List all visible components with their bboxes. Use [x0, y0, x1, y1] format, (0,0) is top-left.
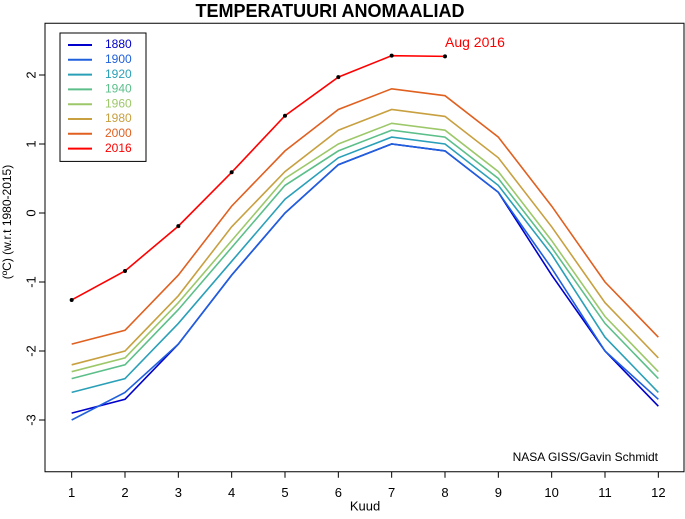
x-tick-label: 8 [441, 485, 448, 500]
point [176, 224, 181, 229]
y-tick-label: 0 [23, 209, 38, 216]
annotation: Aug 2016 [445, 34, 505, 50]
point [229, 170, 234, 175]
chart-title: TEMPERATUURI ANOMAALIAD [196, 1, 465, 21]
point [389, 53, 394, 58]
legend-label: 2016 [105, 141, 132, 155]
x-tick-label: 5 [281, 485, 288, 500]
x-tick-label: 4 [228, 485, 235, 500]
legend-label: 1920 [105, 67, 132, 81]
legend-label: 1980 [105, 111, 132, 125]
y-tick-label: 1 [23, 140, 38, 147]
x-tick-label: 7 [388, 485, 395, 500]
plot-frame [44, 22, 685, 473]
credit: NASA GISS/Gavin Schmidt [513, 450, 659, 464]
series-line [71, 143, 659, 414]
x-tick-label: 1 [68, 485, 75, 500]
point [123, 268, 127, 273]
x-axis-label: Kuud [350, 498, 380, 513]
legend-label: 1900 [105, 52, 132, 66]
point [69, 297, 74, 302]
series-line [71, 108, 659, 366]
x-tick-label: 11 [598, 485, 612, 500]
x-tick-label: 2 [121, 485, 128, 500]
series-line [71, 122, 659, 373]
legend-label: 1940 [105, 82, 132, 96]
point [283, 113, 287, 118]
y-axis-label: (ºC) (w.r.t 1980-2015) [0, 165, 14, 279]
y-tick-label: 2 [23, 71, 38, 78]
x-tick-label: 9 [495, 485, 502, 500]
x-tick-label: 3 [175, 485, 182, 500]
y-tick-label: -2 [23, 345, 38, 357]
x-tick-label: 10 [544, 485, 558, 500]
legend-label: 1960 [105, 96, 132, 110]
legend-box [59, 32, 147, 162]
series-line [71, 136, 659, 394]
legend-label: 2000 [105, 126, 132, 140]
y-tick-label: -1 [23, 276, 38, 288]
series-line [71, 129, 659, 380]
point [443, 54, 447, 59]
y-tick-label: -3 [23, 414, 38, 426]
x-tick-label: 12 [651, 485, 665, 500]
point [336, 75, 341, 80]
x-tick-label: 6 [335, 485, 342, 500]
legend-label: 1880 [105, 37, 132, 51]
series-line [71, 54, 446, 301]
series-line [71, 143, 659, 421]
series-line [71, 87, 659, 345]
